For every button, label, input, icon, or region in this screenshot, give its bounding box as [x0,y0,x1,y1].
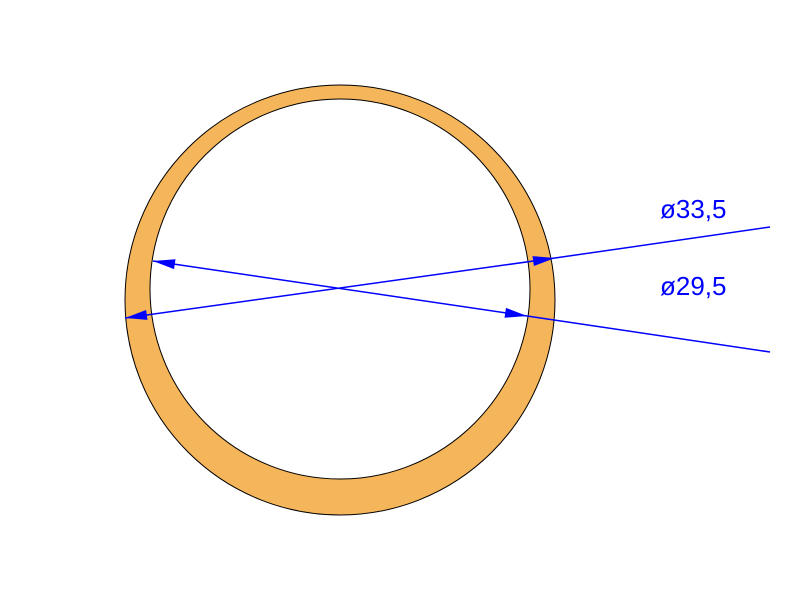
outer-diameter-dimension-label: ø33,5 [660,194,727,224]
inner-diameter-dimension-label: ø29,5 [660,271,727,301]
inner-diameter-dimension: ø29,5 [153,259,770,352]
drawing-canvas: ø33,5 ø29,5 [0,0,800,600]
tube-cross-section [125,85,555,515]
outer-diameter-dimension: ø33,5 [125,194,770,320]
